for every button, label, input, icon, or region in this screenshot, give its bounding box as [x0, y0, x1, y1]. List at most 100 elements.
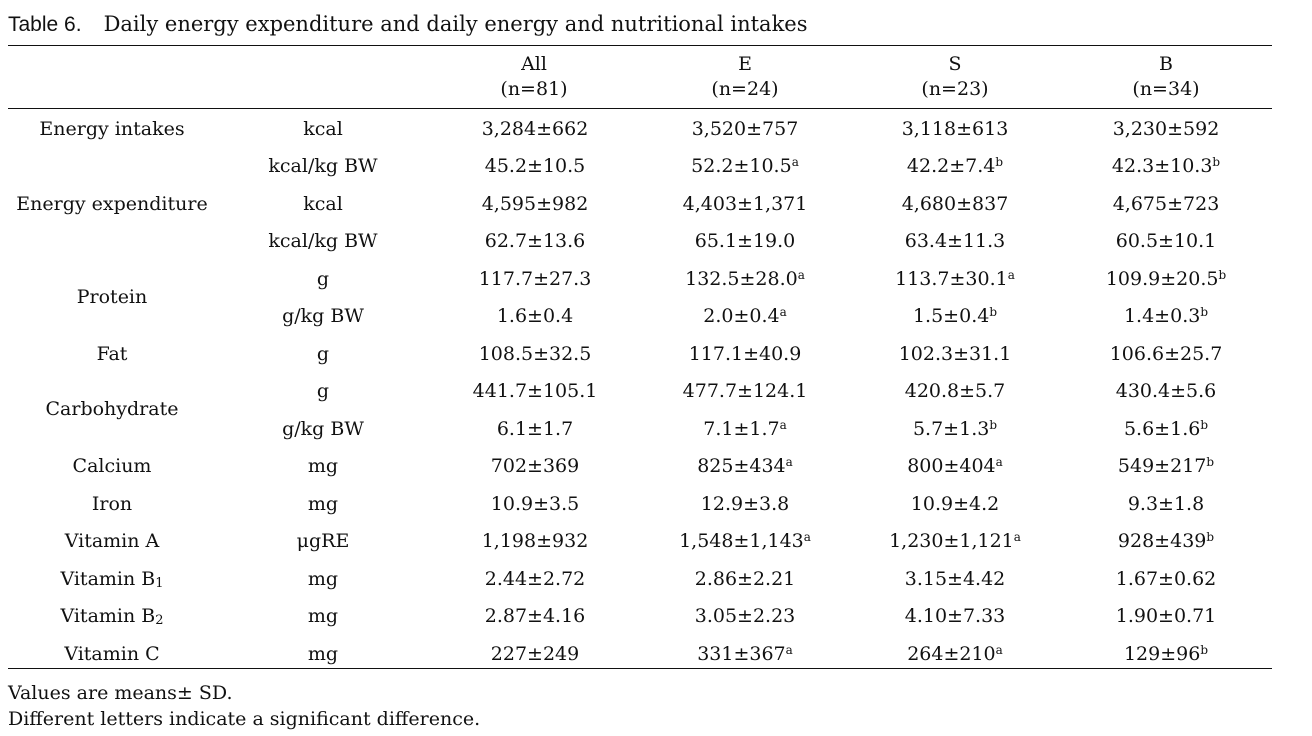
- significance-letter: a: [995, 642, 1003, 657]
- value-text: 63.4±11.3: [904, 230, 1006, 253]
- unit-cell: mg: [307, 642, 339, 665]
- value-text: 60.5±10.1: [1115, 230, 1217, 253]
- value-cell: 113.7±30.1a: [850, 260, 1060, 298]
- value-cell: 5.7±1.3b: [850, 410, 1060, 448]
- value-cell: 129±96b: [1060, 635, 1272, 673]
- value-text: 3,230±592: [1112, 117, 1220, 140]
- nutrient-label: Calcium: [72, 455, 152, 478]
- column-header-all: All (n=81): [430, 52, 638, 102]
- value-cell: 227±249: [430, 635, 640, 673]
- value-text: 4,595±982: [481, 192, 589, 215]
- value-cell: 10.9±3.5: [430, 485, 640, 523]
- table-row: Energy intakes kcal 3,284±662 3,520±757 3,11…: [8, 110, 1272, 148]
- value-cell: 331±367a: [640, 635, 850, 673]
- value-cell: 42.2±7.4b: [850, 148, 1060, 186]
- value-text: 1.5±0.4: [912, 305, 990, 328]
- nutrient-cell: Energy expenditure: [8, 185, 216, 223]
- value-cell: 2.87±4.16: [430, 598, 640, 636]
- table-row: Fat g 108.5±32.5 117.1±40.9 102.3±31.1 106.6±…: [8, 335, 1272, 373]
- value-text: 264±210: [907, 642, 996, 665]
- value-cell: 1,548±1,143a: [640, 523, 850, 561]
- unit-cell: kcal/kg BW: [268, 155, 378, 178]
- value-cell: 549±217b: [1060, 448, 1272, 486]
- nutrient-cell: Vitamin A: [8, 523, 216, 561]
- data-table: Energy intakes kcal 3,284±662 3,520±757 3,11…: [8, 110, 1272, 673]
- value-cell: 62.7±13.6: [430, 223, 640, 261]
- column-header-name: B: [1159, 53, 1173, 75]
- significance-letter: a: [779, 305, 787, 320]
- value-cell: 264±210a: [850, 635, 1060, 673]
- value-text: 1,198±932: [481, 530, 589, 553]
- unit-cell: g/kg BW: [282, 417, 364, 440]
- significance-letter: b: [1200, 417, 1209, 432]
- value-text: 430.4±5.6: [1115, 380, 1217, 403]
- value-cell: 108.5±32.5: [430, 335, 640, 373]
- value-text: 800±404: [907, 455, 996, 478]
- value-cell: 42.3±10.3b: [1060, 148, 1272, 186]
- value-cell: 4.10±7.33: [850, 598, 1060, 636]
- value-text: 1,230±1,121: [889, 530, 1014, 553]
- value-cell: 1.5±0.4b: [850, 298, 1060, 336]
- value-cell: 928±439b: [1060, 523, 1272, 561]
- nutrient-cell: Protein: [8, 260, 216, 308]
- footnote-means: Values are means± SD.: [8, 682, 233, 704]
- value-text: 5.6±1.6: [1123, 417, 1201, 440]
- value-cell: 109.9±20.5b: [1060, 260, 1272, 298]
- table-label: Table 6.: [8, 13, 82, 36]
- table-row: Vitamin A μgRE 1,198±932 1,548±1,143a 1,230±…: [8, 523, 1272, 561]
- unit-cell: kcal/kg BW: [268, 230, 378, 253]
- nutrient-cell: [8, 223, 216, 261]
- value-text: 3.05±2.23: [694, 605, 796, 628]
- nutrient-cell: Fat: [8, 335, 216, 373]
- column-header-e: E (n=24): [640, 52, 850, 102]
- value-text: 2.87±4.16: [484, 605, 586, 628]
- significance-letter: a: [791, 155, 799, 170]
- table-row: g/kg BW 1.6±0.4 2.0±0.4a 1.5±0.4b 1.4±0.3 b: [8, 298, 1272, 336]
- nutrient-cell: Iron: [8, 485, 216, 523]
- unit-cell: kcal: [303, 117, 343, 140]
- value-cell: 2.86±2.21: [640, 560, 850, 598]
- nutrient-cell: Vitamin B1: [8, 560, 216, 598]
- value-text: 227±249: [490, 642, 580, 665]
- significance-letter: b: [1212, 155, 1221, 170]
- value-cell: 2.44±2.72: [430, 560, 640, 598]
- nutrient-cell: Vitamin C: [8, 635, 216, 673]
- table-row: kcal/kg BW 62.7±13.6 65.1±19.0 63.4±11.3 60.…: [8, 223, 1272, 261]
- nutrient-label: Carbohydrate: [45, 398, 179, 421]
- value-cell: 117.1±40.9: [640, 335, 850, 373]
- value-cell: 63.4±11.3: [850, 223, 1060, 261]
- value-text: 52.2±10.5: [691, 155, 792, 178]
- column-header-s: S (n=23): [850, 52, 1060, 102]
- nutrient-label: Vitamin B: [60, 567, 156, 590]
- significance-letter: b: [989, 305, 998, 320]
- significance-letter: b: [1206, 455, 1215, 470]
- nutrient-label: Vitamin B: [60, 605, 156, 628]
- value-text: 2.86±2.21: [694, 567, 796, 590]
- unit-cell: mg: [307, 455, 339, 478]
- table-caption: Daily energy expenditure and daily energ…: [103, 12, 808, 36]
- value-cell: 132.5±28.0a: [640, 260, 850, 298]
- value-text: 1.4±0.3: [1123, 305, 1201, 328]
- column-header-b: B (n=34): [1060, 52, 1272, 102]
- value-cell: 3,520±757: [640, 110, 850, 148]
- value-cell: 65.1±19.0: [640, 223, 850, 261]
- significance-letter: a: [1007, 267, 1015, 282]
- unit-cell: g: [316, 267, 330, 290]
- value-text: 117.1±40.9: [688, 342, 802, 365]
- unit-cell: μgRE: [296, 530, 350, 553]
- value-cell: 1.6±0.4: [430, 298, 640, 336]
- value-text: 42.3±10.3: [1111, 155, 1213, 178]
- value-text: 129±96: [1123, 642, 1201, 665]
- value-cell: 2.0±0.4a: [640, 298, 850, 336]
- value-cell: 477.7±124.1: [640, 373, 850, 411]
- unit-cell: kcal: [303, 192, 343, 215]
- value-text: 5.7±1.3: [912, 417, 990, 440]
- value-text: 4,403±1,371: [682, 192, 808, 215]
- value-cell: 1.67±0.62: [1060, 560, 1272, 598]
- top-rule: [8, 45, 1272, 46]
- table-row: Vitamin B2 mg 2.87±4.16 3.05±2.23 4.10±7.33 1…: [8, 598, 1272, 636]
- value-text: 9.3±1.8: [1127, 492, 1205, 515]
- unit-cell: g/kg BW: [282, 305, 364, 328]
- value-cell: 106.6±25.7: [1060, 335, 1272, 373]
